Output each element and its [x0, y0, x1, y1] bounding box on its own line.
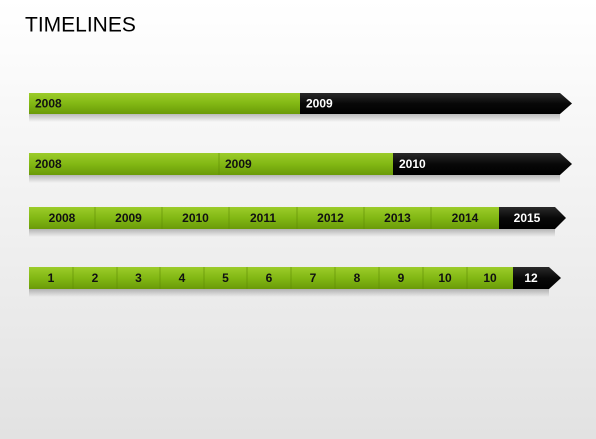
segment: [423, 267, 467, 289]
segment: [291, 267, 335, 289]
segment-label: 2011: [250, 211, 276, 225]
segment-label: 2009: [225, 157, 252, 171]
timeline-shadow: [29, 114, 560, 122]
segment-label: 12: [524, 271, 538, 285]
segment-label: 7: [310, 271, 317, 285]
segment-label: 2009: [306, 97, 333, 111]
segment-label: 2008: [35, 97, 62, 111]
arrow-segment: [513, 267, 561, 289]
segment-label: 2010: [399, 157, 426, 171]
segment-label: 2013: [384, 211, 411, 225]
segment-label: 6: [266, 271, 273, 285]
timeline-shadow: [29, 289, 549, 297]
segment-label: 2008: [49, 211, 76, 225]
segment-label: 2014: [452, 211, 479, 225]
segment-label: 2: [92, 271, 99, 285]
segment-label: 9: [398, 271, 405, 285]
segment: [335, 267, 379, 289]
segment: [467, 267, 513, 289]
arrow-segment: [393, 153, 572, 175]
segment: [29, 207, 95, 229]
segment-label: 2010: [182, 211, 209, 225]
segment: [162, 207, 229, 229]
timeline: 1 2 3 4 5 6 7 8 9 10 10 12: [29, 267, 561, 297]
segment-label: 3: [135, 271, 142, 285]
timeline: 2008 2009 2010: [29, 153, 572, 183]
segment-label: 2009: [115, 211, 142, 225]
timeline-shadow: [29, 175, 560, 183]
timeline-shadow: [29, 229, 555, 237]
segment-label: 4: [179, 271, 186, 285]
segment: [431, 207, 499, 229]
segment: [29, 93, 300, 114]
segment: [204, 267, 247, 289]
segment: [95, 207, 162, 229]
segment-label: 2008: [35, 157, 62, 171]
segment: [219, 153, 393, 175]
segment-label: 2015: [514, 211, 541, 225]
segment-label: 10: [438, 271, 452, 285]
arrow-segment: [300, 93, 572, 114]
segment: [229, 207, 297, 229]
timeline: 2008 2009: [29, 93, 572, 122]
title: TIMELINES: [25, 14, 136, 37]
segment: [29, 267, 73, 289]
segment: [247, 267, 291, 289]
segment-label: 10: [483, 271, 497, 285]
arrow-segment: [499, 207, 566, 229]
segment: [364, 207, 431, 229]
segment-label: 2012: [317, 211, 344, 225]
timelines: 2008 2009 2008 2009 2010 2008 2009 2010 2011 2012…: [29, 93, 572, 297]
segment-label: 5: [222, 271, 229, 285]
segment: [379, 267, 423, 289]
segment-label: 1: [48, 271, 55, 285]
segment: [73, 267, 117, 289]
segment: [160, 267, 204, 289]
segment-label: 8: [354, 271, 361, 285]
segment: [29, 153, 219, 175]
segment: [297, 207, 364, 229]
segment: [117, 267, 160, 289]
timeline: 2008 2009 2010 2011 2012 2013 2014 2015: [29, 207, 566, 237]
